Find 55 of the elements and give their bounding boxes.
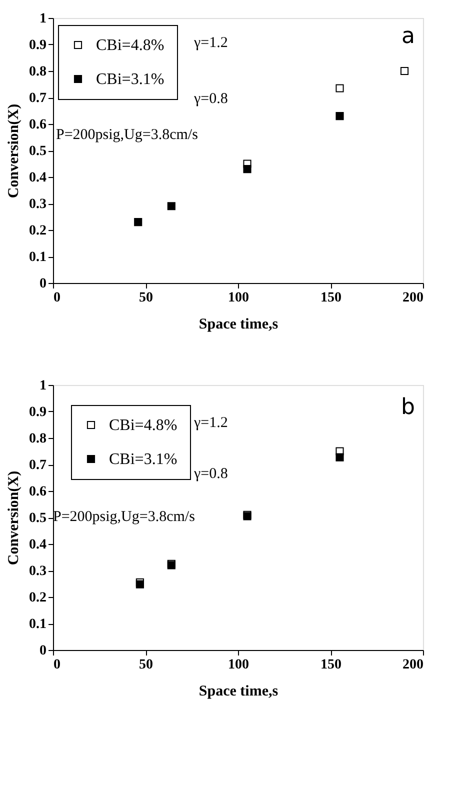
x-tick-label: 150 bbox=[320, 658, 342, 672]
point bbox=[167, 202, 176, 210]
point bbox=[336, 112, 344, 120]
y-tick-label: 1 bbox=[40, 378, 46, 394]
y-axis-title: Conversion(X) bbox=[6, 470, 22, 566]
y-tick-label: 0 bbox=[40, 276, 46, 292]
annotation: P=200psig,Ug=3.8cm/s bbox=[53, 509, 196, 525]
y-tick-label: 0.2 bbox=[29, 224, 46, 238]
y-tick-label: 0.5 bbox=[29, 144, 46, 159]
annotation: P=200psig,Ug=3.8cm/s bbox=[56, 127, 198, 143]
y-tick-label: 0.1 bbox=[29, 250, 46, 265]
y-tick-label: 0.4 bbox=[29, 170, 46, 186]
point bbox=[336, 84, 344, 92]
y-tick-label: 0.4 bbox=[29, 538, 46, 552]
point bbox=[336, 453, 344, 462]
x-tick-label: 0 bbox=[54, 290, 60, 306]
x-tick-label: 150 bbox=[320, 290, 342, 306]
annotation: γ=0.8 bbox=[193, 91, 228, 107]
annotation: a bbox=[402, 24, 415, 49]
legend-label: CBi=4.8% bbox=[109, 417, 178, 434]
x-axis-title: Space time,s bbox=[198, 684, 278, 700]
y-tick-label: 1 bbox=[40, 12, 46, 26]
x-tick-label: 200 bbox=[402, 290, 424, 306]
legend-label: CBi=3.1% bbox=[109, 451, 178, 468]
y-tick-label: 0.1 bbox=[29, 617, 46, 632]
x-tick-label: 50 bbox=[139, 290, 153, 306]
y-tick-label: 0.8 bbox=[29, 64, 46, 80]
y-tick-label: 0.9 bbox=[29, 38, 46, 53]
point bbox=[134, 218, 142, 226]
point bbox=[243, 165, 252, 174]
x-axis-title: Space time,s bbox=[198, 316, 278, 332]
legend-label: CBi=4.8% bbox=[96, 37, 164, 54]
annotation: γ=1.2 bbox=[193, 415, 228, 431]
y-tick-label: 0 bbox=[40, 644, 46, 658]
y-tick-label: 0.2 bbox=[29, 590, 46, 606]
y-axis-title: Conversion(X) bbox=[6, 104, 22, 198]
annotation: b bbox=[401, 395, 415, 420]
y-tick-label: 0.8 bbox=[29, 432, 46, 446]
annotation: γ=1.2 bbox=[193, 35, 228, 51]
x-tick-label: 200 bbox=[402, 658, 424, 672]
y-tick-label: 0.6 bbox=[29, 118, 46, 132]
y-tick-label: 0.6 bbox=[29, 484, 46, 500]
legend-label: CBi=3.1% bbox=[96, 71, 164, 88]
x-tick-label: 50 bbox=[139, 658, 153, 672]
x-tick-label: 100 bbox=[228, 658, 249, 672]
y-tick-label: 0.7 bbox=[29, 458, 46, 473]
y-tick-label: 0.3 bbox=[29, 564, 46, 579]
point bbox=[400, 66, 409, 76]
x-tick-label: 100 bbox=[228, 290, 249, 306]
annotation: γ=0.8 bbox=[193, 466, 228, 482]
y-tick-label: 0.3 bbox=[29, 197, 46, 212]
y-tick-label: 0.5 bbox=[29, 511, 46, 526]
y-tick-label: 0.7 bbox=[29, 91, 46, 106]
x-tick-label: 0 bbox=[54, 658, 60, 672]
y-tick-label: 0.9 bbox=[29, 405, 46, 420]
